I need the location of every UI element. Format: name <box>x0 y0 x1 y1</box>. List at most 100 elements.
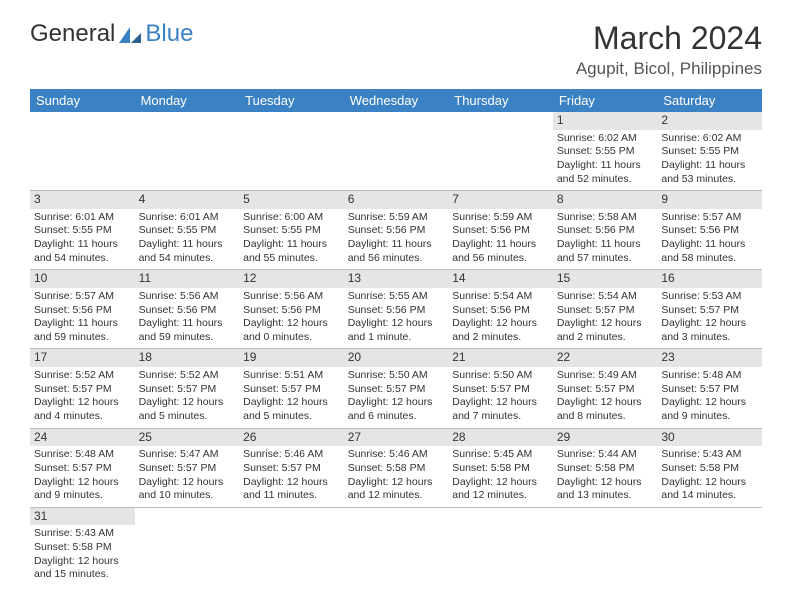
daylight-text: Daylight: 12 hours and 12 minutes. <box>452 476 549 503</box>
sunrise-text: Sunrise: 5:44 AM <box>557 448 654 462</box>
calendar-day-cell: 5Sunrise: 6:00 AMSunset: 5:55 PMDaylight… <box>239 191 344 270</box>
sunset-text: Sunset: 5:56 PM <box>452 224 549 238</box>
calendar-day-cell: 21Sunrise: 5:50 AMSunset: 5:57 PMDayligh… <box>448 349 553 428</box>
daylight-text: Daylight: 12 hours and 11 minutes. <box>243 476 340 503</box>
daylight-text: Daylight: 12 hours and 8 minutes. <box>557 396 654 423</box>
sunrise-text: Sunrise: 6:02 AM <box>557 132 654 146</box>
calendar-day-cell <box>135 112 240 191</box>
calendar-day-cell: 29Sunrise: 5:44 AMSunset: 5:58 PMDayligh… <box>553 428 658 507</box>
day-number: 16 <box>657 270 762 288</box>
daylight-text: Daylight: 11 hours and 54 minutes. <box>34 238 131 265</box>
day-number: 9 <box>657 191 762 209</box>
daylight-text: Daylight: 12 hours and 5 minutes. <box>243 396 340 423</box>
day-details: Sunrise: 5:57 AMSunset: 5:56 PMDaylight:… <box>657 209 762 270</box>
calendar-day-cell: 8Sunrise: 5:58 AMSunset: 5:56 PMDaylight… <box>553 191 658 270</box>
calendar-body: 1Sunrise: 6:02 AMSunset: 5:55 PMDaylight… <box>30 112 762 586</box>
month-title: March 2024 <box>576 20 762 57</box>
day-number: 30 <box>657 429 762 447</box>
day-number: 4 <box>135 191 240 209</box>
sunset-text: Sunset: 5:57 PM <box>34 462 131 476</box>
day-number: 21 <box>448 349 553 367</box>
weekday-header: Tuesday <box>239 89 344 112</box>
day-details: Sunrise: 5:52 AMSunset: 5:57 PMDaylight:… <box>30 367 135 428</box>
calendar-day-cell: 14Sunrise: 5:54 AMSunset: 5:56 PMDayligh… <box>448 270 553 349</box>
sunset-text: Sunset: 5:56 PM <box>348 224 445 238</box>
sunset-text: Sunset: 5:56 PM <box>452 304 549 318</box>
calendar-day-cell: 27Sunrise: 5:46 AMSunset: 5:58 PMDayligh… <box>344 428 449 507</box>
calendar-day-cell: 18Sunrise: 5:52 AMSunset: 5:57 PMDayligh… <box>135 349 240 428</box>
sunset-text: Sunset: 5:56 PM <box>557 224 654 238</box>
sunrise-text: Sunrise: 5:43 AM <box>661 448 758 462</box>
day-number: 25 <box>135 429 240 447</box>
sail-icon <box>117 24 143 44</box>
calendar-day-cell: 20Sunrise: 5:50 AMSunset: 5:57 PMDayligh… <box>344 349 449 428</box>
day-details: Sunrise: 5:56 AMSunset: 5:56 PMDaylight:… <box>135 288 240 349</box>
daylight-text: Daylight: 12 hours and 9 minutes. <box>661 396 758 423</box>
calendar-day-cell: 11Sunrise: 5:56 AMSunset: 5:56 PMDayligh… <box>135 270 240 349</box>
calendar-day-cell <box>657 507 762 586</box>
daylight-text: Daylight: 11 hours and 56 minutes. <box>348 238 445 265</box>
day-details: Sunrise: 5:56 AMSunset: 5:56 PMDaylight:… <box>239 288 344 349</box>
calendar-day-cell: 30Sunrise: 5:43 AMSunset: 5:58 PMDayligh… <box>657 428 762 507</box>
sunrise-text: Sunrise: 5:52 AM <box>139 369 236 383</box>
calendar-day-cell: 16Sunrise: 5:53 AMSunset: 5:57 PMDayligh… <box>657 270 762 349</box>
daylight-text: Daylight: 11 hours and 54 minutes. <box>139 238 236 265</box>
calendar-day-cell: 22Sunrise: 5:49 AMSunset: 5:57 PMDayligh… <box>553 349 658 428</box>
sunset-text: Sunset: 5:55 PM <box>34 224 131 238</box>
sunrise-text: Sunrise: 5:57 AM <box>661 211 758 225</box>
daylight-text: Daylight: 12 hours and 2 minutes. <box>557 317 654 344</box>
sunrise-text: Sunrise: 5:51 AM <box>243 369 340 383</box>
day-number: 1 <box>553 112 658 130</box>
day-number: 12 <box>239 270 344 288</box>
calendar-day-cell <box>30 112 135 191</box>
daylight-text: Daylight: 12 hours and 13 minutes. <box>557 476 654 503</box>
daylight-text: Daylight: 12 hours and 6 minutes. <box>348 396 445 423</box>
sunset-text: Sunset: 5:57 PM <box>661 304 758 318</box>
calendar-day-cell: 25Sunrise: 5:47 AMSunset: 5:57 PMDayligh… <box>135 428 240 507</box>
sunset-text: Sunset: 5:55 PM <box>557 145 654 159</box>
title-block: March 2024 Agupit, Bicol, Philippines <box>576 20 762 79</box>
calendar-day-cell <box>239 112 344 191</box>
sunset-text: Sunset: 5:56 PM <box>34 304 131 318</box>
sunset-text: Sunset: 5:56 PM <box>243 304 340 318</box>
day-details: Sunrise: 6:01 AMSunset: 5:55 PMDaylight:… <box>30 209 135 270</box>
calendar-day-cell <box>239 507 344 586</box>
day-number: 6 <box>344 191 449 209</box>
day-number: 14 <box>448 270 553 288</box>
calendar-week-row: 31Sunrise: 5:43 AMSunset: 5:58 PMDayligh… <box>30 507 762 586</box>
day-number: 28 <box>448 429 553 447</box>
calendar-day-cell: 24Sunrise: 5:48 AMSunset: 5:57 PMDayligh… <box>30 428 135 507</box>
day-number: 3 <box>30 191 135 209</box>
logo: General Blue <box>30 20 193 48</box>
daylight-text: Daylight: 11 hours and 53 minutes. <box>661 159 758 186</box>
calendar-day-cell: 28Sunrise: 5:45 AMSunset: 5:58 PMDayligh… <box>448 428 553 507</box>
day-number: 27 <box>344 429 449 447</box>
sunset-text: Sunset: 5:57 PM <box>243 462 340 476</box>
day-details: Sunrise: 5:53 AMSunset: 5:57 PMDaylight:… <box>657 288 762 349</box>
sunset-text: Sunset: 5:57 PM <box>139 462 236 476</box>
sunrise-text: Sunrise: 5:45 AM <box>452 448 549 462</box>
day-number: 5 <box>239 191 344 209</box>
calendar-week-row: 1Sunrise: 6:02 AMSunset: 5:55 PMDaylight… <box>30 112 762 191</box>
day-number: 23 <box>657 349 762 367</box>
sunrise-text: Sunrise: 5:59 AM <box>348 211 445 225</box>
day-details: Sunrise: 5:46 AMSunset: 5:58 PMDaylight:… <box>344 446 449 507</box>
calendar-day-cell: 4Sunrise: 6:01 AMSunset: 5:55 PMDaylight… <box>135 191 240 270</box>
day-details: Sunrise: 5:50 AMSunset: 5:57 PMDaylight:… <box>344 367 449 428</box>
calendar-day-cell <box>135 507 240 586</box>
day-details: Sunrise: 6:02 AMSunset: 5:55 PMDaylight:… <box>553 130 658 191</box>
location-subtitle: Agupit, Bicol, Philippines <box>576 59 762 79</box>
sunrise-text: Sunrise: 5:54 AM <box>452 290 549 304</box>
sunset-text: Sunset: 5:58 PM <box>557 462 654 476</box>
day-number: 8 <box>553 191 658 209</box>
calendar-day-cell: 7Sunrise: 5:59 AMSunset: 5:56 PMDaylight… <box>448 191 553 270</box>
sunrise-text: Sunrise: 5:55 AM <box>348 290 445 304</box>
sunset-text: Sunset: 5:57 PM <box>348 383 445 397</box>
calendar-day-cell: 2Sunrise: 6:02 AMSunset: 5:55 PMDaylight… <box>657 112 762 191</box>
day-number: 22 <box>553 349 658 367</box>
sunrise-text: Sunrise: 6:01 AM <box>139 211 236 225</box>
calendar-week-row: 24Sunrise: 5:48 AMSunset: 5:57 PMDayligh… <box>30 428 762 507</box>
sunset-text: Sunset: 5:58 PM <box>34 541 131 555</box>
calendar-day-cell: 19Sunrise: 5:51 AMSunset: 5:57 PMDayligh… <box>239 349 344 428</box>
sunrise-text: Sunrise: 6:02 AM <box>661 132 758 146</box>
